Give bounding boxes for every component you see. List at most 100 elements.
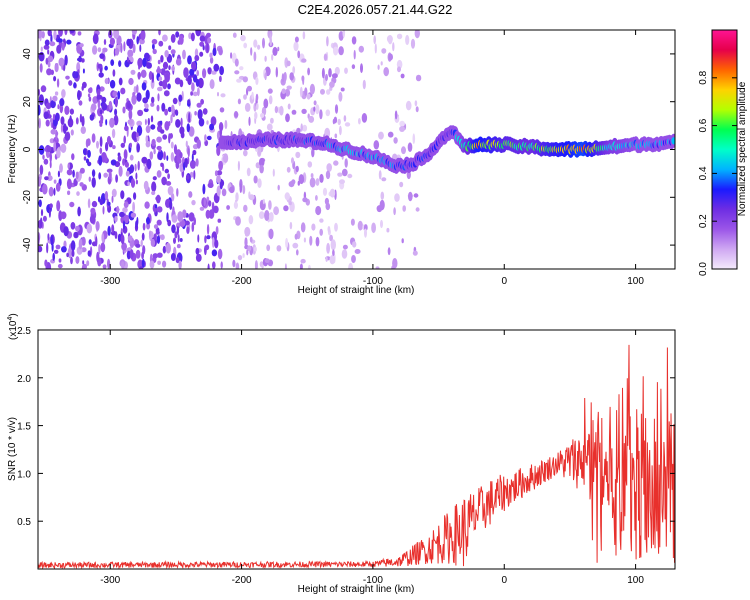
- noise-speckle: [380, 191, 385, 200]
- noise-speckle: [378, 170, 382, 180]
- noise-speckle: [152, 253, 158, 259]
- noise-speckle: [145, 141, 151, 148]
- noise-speckle: [144, 201, 150, 209]
- noise-speckle: [156, 104, 160, 112]
- noise-speckle: [40, 209, 44, 217]
- noise-speckle: [234, 58, 239, 67]
- noise-speckle: [386, 35, 393, 43]
- noise-speckle: [199, 35, 206, 42]
- noise-speckle: [129, 142, 132, 148]
- noise-speckle: [118, 165, 123, 177]
- noise-speckle: [354, 249, 361, 254]
- noise-speckle: [91, 177, 96, 188]
- noise-speckle: [124, 214, 129, 224]
- noise-speckle: [111, 128, 116, 139]
- noise-speckle: [200, 98, 205, 105]
- noise-speckle: [151, 190, 156, 196]
- noise-speckle: [179, 152, 183, 159]
- noise-speckle: [193, 170, 196, 180]
- noise-speckle: [194, 48, 199, 58]
- noise-speckle: [170, 141, 174, 149]
- noise-speckle: [46, 68, 52, 76]
- noise-speckle: [49, 138, 55, 144]
- noise-speckle: [254, 260, 258, 269]
- noise-speckle: [176, 188, 179, 197]
- noise-speckle: [207, 67, 212, 75]
- noise-speckle: [119, 211, 125, 218]
- noise-speckle: [129, 154, 134, 161]
- noise-speckle: [149, 260, 155, 269]
- noise-speckle: [102, 205, 105, 215]
- noise-speckle: [56, 200, 61, 212]
- noise-speckle: [88, 239, 92, 245]
- noise-speckle: [321, 67, 325, 79]
- noise-speckle: [293, 41, 299, 52]
- noise-speckle: [75, 225, 80, 232]
- noise-speckle: [323, 53, 328, 61]
- noise-speckle: [160, 129, 165, 134]
- noise-speckle: [72, 71, 77, 79]
- noise-speckle: [300, 222, 306, 233]
- noise-speckle: [98, 119, 104, 125]
- noise-speckle: [89, 215, 96, 224]
- noise-speckle: [77, 31, 82, 36]
- noise-speckle: [66, 178, 72, 190]
- noise-speckle: [113, 30, 120, 39]
- noise-speckle: [156, 136, 162, 143]
- noise-speckle: [39, 63, 43, 73]
- noise-speckle: [272, 46, 278, 56]
- noise-speckle: [264, 72, 267, 81]
- noise-speckle: [145, 125, 151, 134]
- noise-speckle: [101, 96, 107, 104]
- noise-speckle: [169, 133, 173, 139]
- noise-speckle: [397, 66, 401, 73]
- noise-speckle: [157, 59, 161, 65]
- noise-speckle: [295, 165, 299, 173]
- noise-speckle: [216, 145, 221, 157]
- noise-speckle: [120, 234, 125, 245]
- noise-speckle: [57, 38, 63, 43]
- noise-speckle: [287, 103, 291, 110]
- noise-speckle: [357, 220, 363, 231]
- noise-speckle: [164, 108, 169, 116]
- noise-speckle: [283, 205, 289, 212]
- noise-speckle: [114, 108, 118, 116]
- noise-speckle: [39, 164, 44, 175]
- noise-speckle: [146, 158, 152, 170]
- noise-speckle: [174, 109, 179, 115]
- noise-speckle: [175, 119, 181, 128]
- noise-speckle: [192, 91, 198, 97]
- noise-speckle: [170, 49, 176, 55]
- noise-speckle: [59, 163, 63, 173]
- noise-speckle: [271, 54, 274, 61]
- noise-speckle: [210, 116, 217, 126]
- noise-speckle: [141, 156, 148, 164]
- noise-speckle: [136, 36, 139, 45]
- noise-speckle: [361, 113, 368, 123]
- noise-speckle: [95, 236, 98, 247]
- noise-speckle: [202, 68, 207, 79]
- noise-speckle: [402, 205, 407, 212]
- noise-speckle: [204, 235, 207, 244]
- colorbar-tick-label: 0.8: [698, 70, 709, 84]
- noise-speckle: [157, 149, 164, 161]
- noise-speckle: [139, 44, 142, 52]
- noise-speckle: [92, 45, 98, 55]
- noise-speckle: [315, 195, 318, 201]
- noise-speckle: [86, 138, 91, 147]
- noise-speckle: [123, 201, 129, 208]
- noise-speckle: [296, 127, 301, 134]
- noise-speckle: [44, 259, 48, 267]
- noise-speckle: [47, 55, 54, 63]
- noise-speckle: [244, 102, 251, 112]
- noise-speckle: [161, 102, 166, 112]
- noise-speckle: [135, 172, 138, 180]
- noise-speckle: [257, 44, 261, 50]
- noise-speckle: [262, 198, 265, 205]
- noise-speckle: [392, 258, 398, 269]
- noise-speckle: [263, 98, 269, 109]
- noise-speckle: [197, 234, 200, 243]
- noise-speckle: [57, 263, 63, 269]
- noise-speckle: [309, 177, 316, 188]
- noise-speckle: [311, 223, 316, 231]
